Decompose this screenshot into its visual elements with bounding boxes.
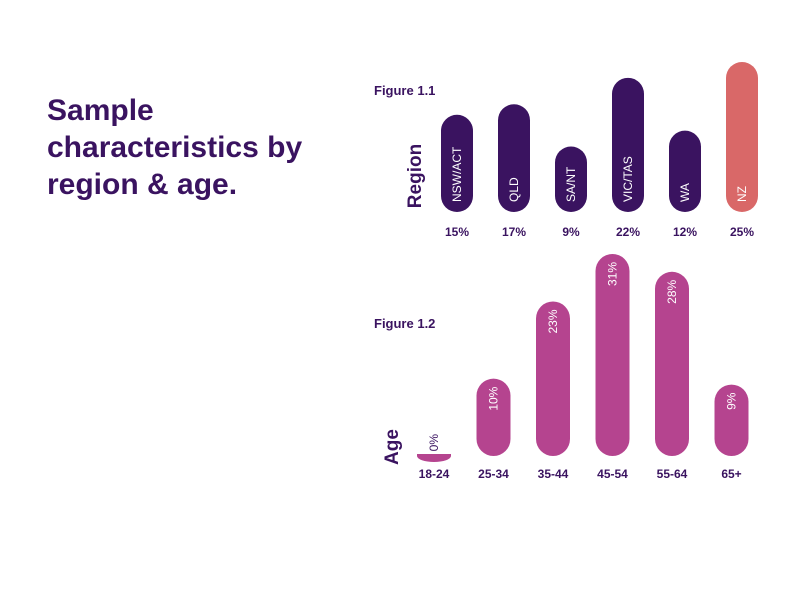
- bar-value-label: 17%: [502, 225, 526, 239]
- age-axis-title: Age: [382, 429, 403, 465]
- bar-qld: [498, 104, 530, 212]
- bar-value-label: 9%: [725, 392, 739, 410]
- age-chart: Figure 1.2 Age 0% 18-24 10% 25-34 23% 35-44 31…: [374, 254, 749, 481]
- bar-vic-tas: [612, 77, 644, 212]
- bar-nz: [726, 62, 758, 212]
- region-axis-title: Region: [405, 144, 426, 208]
- bar-sa-nt: [555, 146, 587, 212]
- bar-category-label: WA: [678, 183, 692, 202]
- age-bars: 0% 18-24 10% 25-34 23% 35-44 31% 45-54 28% 55-64 9…: [417, 254, 749, 481]
- region-figure-label: Figure 1.1: [374, 83, 435, 98]
- x-tick-label: 25-34: [478, 467, 509, 481]
- bar-value-label: 10%: [487, 386, 501, 410]
- bar-value-label: 0%: [427, 434, 441, 452]
- bar-wa: [669, 130, 701, 212]
- bar-value-label: 23%: [546, 309, 560, 333]
- bar-value-label: 31%: [606, 262, 620, 286]
- region-chart: Figure 1.1 Region NSW/ACT 15% QLD 17% SA/NT 9…: [374, 62, 758, 239]
- page-title: Sample characteristics by region & age.: [47, 94, 303, 201]
- x-tick-label: 18-24: [419, 467, 450, 481]
- bar-18-24: [417, 454, 451, 462]
- bar-category-label: NSW/ACT: [450, 146, 464, 202]
- bar-65-: [714, 384, 749, 456]
- bar-value-label: 28%: [665, 279, 679, 303]
- bar-value-label: 15%: [445, 225, 469, 239]
- bar-nsw-act: [441, 114, 473, 212]
- region-bars: NSW/ACT 15% QLD 17% SA/NT 9% VIC/TAS 22% WA 12% NZ…: [441, 62, 758, 239]
- bar-55-64: [655, 271, 689, 456]
- bar-45-54: [595, 254, 630, 456]
- bar-value-label: 25%: [730, 225, 754, 239]
- bar-category-label: VIC/TAS: [621, 156, 635, 202]
- bar-category-label: QLD: [507, 177, 521, 202]
- bar-value-label: 9%: [562, 225, 580, 239]
- bar-value-label: 12%: [673, 225, 697, 239]
- x-tick-label: 45-54: [597, 467, 628, 481]
- bar-value-label: 22%: [616, 225, 640, 239]
- bar-25-34: [476, 378, 511, 456]
- bar-category-label: SA/NT: [564, 166, 578, 202]
- bar-35-44: [536, 301, 570, 456]
- bar-category-label: NZ: [735, 186, 749, 202]
- x-tick-label: 35-44: [538, 467, 569, 481]
- x-tick-label: 65+: [721, 467, 741, 481]
- age-figure-label: Figure 1.2: [374, 316, 435, 331]
- x-tick-label: 55-64: [657, 467, 688, 481]
